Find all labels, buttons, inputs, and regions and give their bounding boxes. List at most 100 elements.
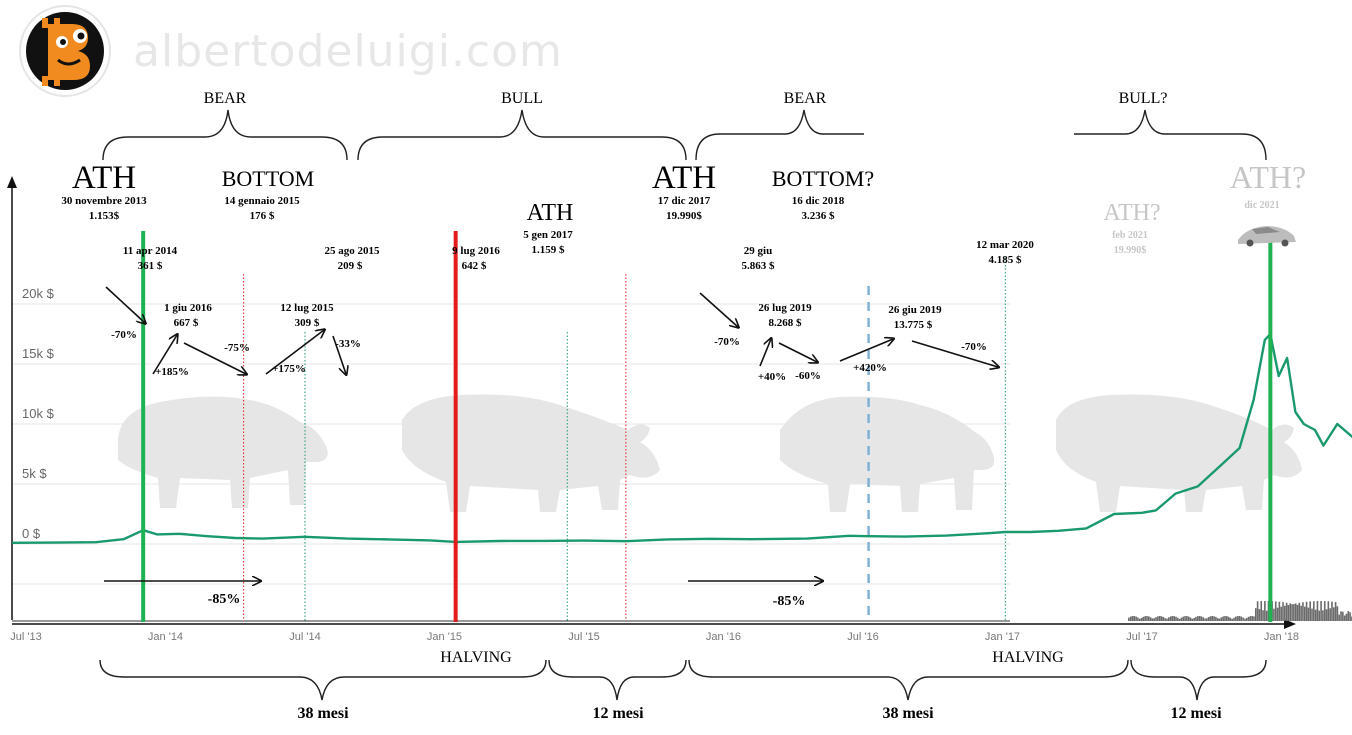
volume-bar [1314, 609, 1317, 621]
volume-bar [1211, 616, 1214, 621]
halving-label: HALVING [440, 649, 512, 666]
volume-bars [1128, 601, 1352, 621]
volume-bar [1325, 609, 1328, 621]
volume-bar [1227, 616, 1230, 621]
volume-bar [1229, 617, 1232, 621]
move-arrows [104, 286, 998, 581]
volume-bar [1131, 616, 1134, 621]
volume-bar [1287, 604, 1290, 621]
volume-bar [1193, 617, 1195, 621]
event-title: BOTTOM [222, 166, 315, 191]
event-price: 176 $ [250, 210, 275, 222]
volume-bar [1162, 617, 1165, 621]
event-price: 19.990$ [666, 210, 702, 222]
volume-bar [1160, 616, 1163, 621]
volume-bar [1204, 618, 1206, 621]
halving-label: HALVING [992, 649, 1064, 666]
phase-braces [102, 109, 1267, 161]
bitcoin-b-logo-icon [19, 5, 111, 97]
marker-price: 309 $ [295, 317, 320, 329]
x-tick-label: Jul '16 [847, 631, 878, 643]
volume-bar [1332, 607, 1335, 621]
volume-bar [1155, 617, 1157, 621]
volume-bar [1260, 601, 1263, 621]
move-label: -60% [795, 370, 821, 382]
volume-bar [1178, 618, 1181, 621]
x-tick-label: Jan '17 [985, 631, 1020, 643]
event-price: 3.236 $ [802, 210, 836, 222]
volume-bar [1336, 606, 1339, 621]
marker-date: 9 lug 2016 [452, 245, 500, 257]
volume-bar [1300, 605, 1302, 621]
move-label: +420% [853, 362, 887, 374]
volume-bar [1184, 616, 1186, 621]
volume-bar [1231, 618, 1234, 621]
volume-bar [1338, 614, 1341, 621]
move-label: -70% [961, 341, 987, 353]
volume-bar [1327, 601, 1330, 621]
volume-bar [1206, 618, 1208, 621]
volume-bar [1142, 616, 1145, 621]
volume-bar [1173, 616, 1175, 621]
move-label: -70% [714, 336, 740, 348]
x-tick-label: Jan '14 [148, 631, 183, 643]
phase-label: BEAR [204, 90, 247, 107]
volume-bar [1303, 606, 1306, 621]
volume-bar [1220, 617, 1223, 621]
volume-bar [1253, 616, 1255, 621]
volume-bar [1158, 616, 1161, 621]
volume-bar [1215, 616, 1217, 621]
volume-bar [1151, 618, 1154, 621]
price-series-line [12, 332, 1352, 544]
volume-bar [1285, 602, 1288, 621]
event-title: ATH [72, 160, 136, 196]
volume-bar [1280, 606, 1282, 621]
volume-bar [1258, 609, 1261, 621]
volume-bar [1294, 603, 1297, 621]
period-label: 12 mesi [592, 705, 644, 722]
volume-bar [1191, 618, 1194, 621]
volume-bar [1264, 601, 1266, 621]
volume-bar [1245, 617, 1248, 621]
move-label: +40% [758, 371, 786, 383]
volume-bar [1138, 618, 1141, 621]
volume-bar [1251, 616, 1253, 621]
marker-price: 667 $ [174, 317, 199, 329]
event-date: 5 gen 2017 [523, 229, 573, 241]
volume-bar [1135, 616, 1137, 621]
volume-bar [1164, 618, 1166, 621]
x-tick-label: Jul '15 [568, 631, 599, 643]
event-price: 1.153$ [89, 210, 120, 222]
event-title: ATH [652, 160, 716, 196]
volume-bar [1289, 603, 1292, 621]
volume-bar [1177, 617, 1179, 621]
bear-silhouette-icon [118, 396, 328, 508]
drawdown-label: -85% [208, 592, 241, 607]
volume-bar [1323, 601, 1326, 621]
volume-bar [1189, 617, 1192, 621]
volume-bar [1311, 608, 1313, 621]
volume-bar [1273, 608, 1275, 621]
volume-bar [1200, 616, 1203, 621]
volume-bar [1175, 616, 1177, 621]
volume-bar [1202, 617, 1205, 621]
volume-bar [1213, 616, 1215, 621]
volume-bar [1144, 616, 1146, 621]
move-label: -70% [111, 329, 137, 341]
period-braces [99, 659, 1267, 701]
volume-bar [1218, 618, 1221, 621]
event-date: 16 dic 2018 [792, 195, 845, 207]
volume-bar [1225, 616, 1228, 621]
event-title: ATH [527, 200, 574, 226]
volume-bar [1146, 616, 1148, 621]
volume-bar [1320, 601, 1322, 621]
volume-bar [1187, 616, 1190, 621]
marker-price: 8.268 $ [769, 317, 803, 329]
bear-silhouette-icon [780, 396, 995, 512]
site-title: albertodeluigi.com [133, 26, 563, 77]
volume-bar [1128, 617, 1130, 621]
volume-bar [1186, 616, 1188, 621]
volume-bar [1166, 618, 1168, 621]
volume-bar [1276, 607, 1279, 621]
